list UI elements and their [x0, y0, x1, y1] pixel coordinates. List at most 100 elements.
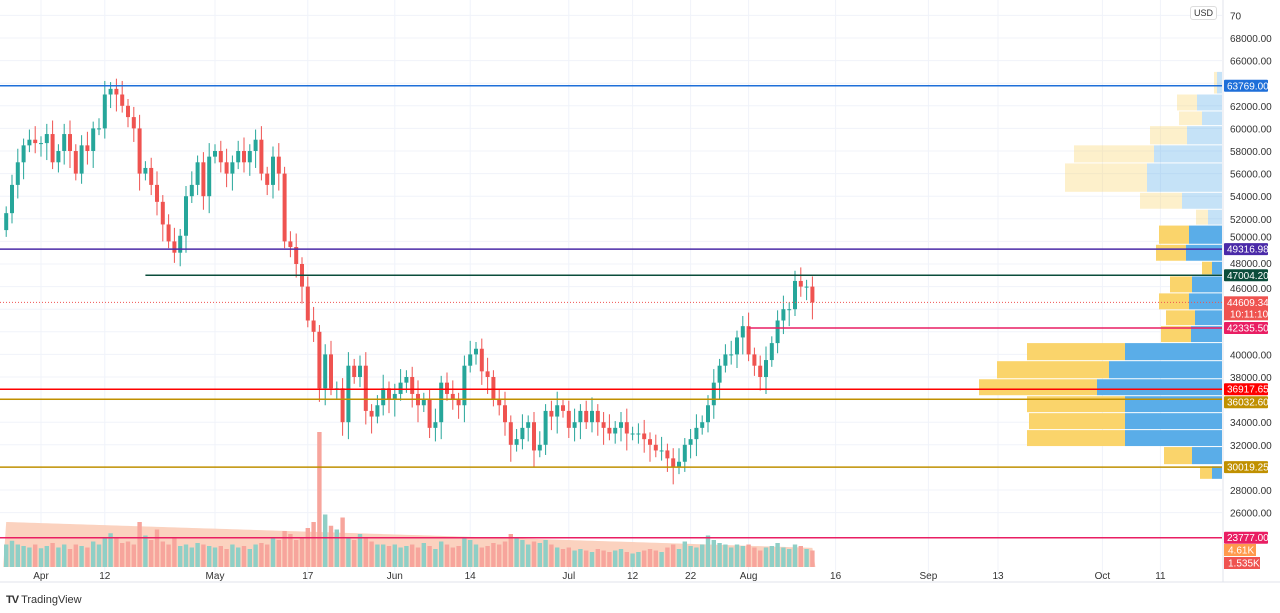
- volume-bar: [526, 544, 531, 567]
- volume-bar: [618, 549, 624, 567]
- volume-bar: [195, 543, 200, 567]
- candle-body: [439, 382, 444, 423]
- volume-bar: [584, 550, 589, 567]
- candle-body: [491, 377, 496, 400]
- candle-body: [485, 371, 490, 377]
- candle-body: [764, 360, 768, 377]
- current-price-tag-bg: [1224, 296, 1268, 321]
- volume-profile-bar-sell: [1170, 276, 1192, 293]
- volume-bar: [427, 546, 432, 567]
- time-axis-label: 12: [99, 571, 111, 582]
- volume-profile-bar-sell: [997, 361, 1109, 379]
- price-tick-label: 56000.00: [1230, 170, 1272, 181]
- volume-bar: [218, 546, 223, 567]
- candle-body: [213, 151, 217, 157]
- price-level-tag-bg: [1224, 322, 1268, 335]
- price-level-tag-text: 36917.65: [1227, 385, 1269, 396]
- volume-profile-bar-sell: [1156, 244, 1186, 261]
- candle-body: [462, 365, 467, 406]
- candle-body: [729, 354, 734, 356]
- time-axis-label: 13: [992, 571, 1004, 582]
- candle-body: [595, 410, 600, 423]
- volume-bar: [671, 544, 676, 567]
- candle-body: [27, 139, 32, 146]
- currency-badge[interactable]: USD: [1190, 6, 1218, 20]
- candle-body: [555, 405, 560, 417]
- candle-body: [56, 151, 61, 163]
- volume-bar: [659, 552, 664, 567]
- time-axis-label: 12: [627, 571, 639, 582]
- volume-profile-bar-sell: [1179, 111, 1202, 126]
- candle-body: [271, 156, 275, 185]
- candle-body: [450, 393, 455, 400]
- time-axis-label: Aug: [740, 571, 758, 582]
- price-tick-label: 70: [1230, 11, 1242, 22]
- candle-body: [44, 134, 49, 144]
- volume-bar: [73, 544, 78, 567]
- volume-bar: [178, 546, 183, 567]
- candle-body: [4, 213, 9, 231]
- price-level-tag-text: 47004.20: [1227, 271, 1269, 282]
- volume-bar: [508, 534, 513, 567]
- volume-profile-bar-buy: [1097, 379, 1222, 396]
- candle-body: [711, 382, 716, 406]
- candle-body: [126, 105, 130, 118]
- volume-bar: [421, 543, 426, 567]
- volume-bar: [589, 552, 595, 567]
- candle-body: [363, 365, 368, 411]
- candle-body: [642, 433, 647, 440]
- volume-bar: [758, 550, 763, 567]
- tradingview-logo[interactable]: TV TradingView: [6, 594, 82, 606]
- price-level-tag-bg: [1224, 243, 1268, 256]
- volume-bar: [555, 547, 560, 567]
- price-level-tag-bg: [1224, 269, 1268, 282]
- logo-text: TradingView: [21, 594, 82, 606]
- volume-bar: [334, 529, 339, 567]
- candle-body: [706, 405, 710, 423]
- volume-bar: [241, 546, 247, 567]
- time-axis-label: Sep: [920, 571, 938, 582]
- candle-body: [207, 156, 212, 197]
- candle-body: [775, 320, 780, 344]
- volume-profile-bar-buy: [1125, 343, 1222, 361]
- time-axis-label: 16: [830, 571, 842, 582]
- volume-bar: [607, 552, 612, 567]
- volume-bar: [560, 549, 566, 567]
- volume-bar: [456, 546, 461, 567]
- volume-bar: [415, 547, 421, 567]
- volume-bar: [33, 544, 38, 567]
- volume-value-tag: 1.535K: [1224, 557, 1260, 570]
- volume-bar: [346, 537, 351, 567]
- candle-body: [108, 88, 113, 95]
- volume-bar: [775, 543, 780, 567]
- volume-bar: [392, 544, 397, 567]
- price-level-tag-text: 30019.25: [1227, 463, 1269, 474]
- price-tick-label: 60000.00: [1230, 124, 1272, 135]
- volume-bar: [305, 528, 310, 567]
- volume-tag-text: 1.535K: [1228, 559, 1260, 570]
- volume-bar: [566, 547, 571, 567]
- tradingview-logo-icon: TV: [6, 594, 19, 606]
- volume-profile-bar-buy: [1125, 396, 1222, 413]
- volume-bar: [444, 544, 450, 567]
- candle-body: [15, 162, 20, 185]
- time-axis-label: Apr: [33, 571, 49, 582]
- candle-body: [648, 439, 652, 445]
- price-tick-label: 46000.00: [1230, 284, 1272, 295]
- volume-bar: [514, 537, 519, 567]
- volume-profile-bar-buy: [1109, 361, 1222, 379]
- volume-bar: [67, 549, 73, 567]
- volume-bar: [468, 540, 473, 567]
- volume-profile-bar-sell: [1166, 310, 1195, 326]
- volume-profile-bar-sell: [1159, 225, 1189, 244]
- volume-bar: [723, 544, 728, 567]
- volume-bar: [44, 546, 49, 567]
- volume-profile-bar-sell: [1027, 396, 1125, 413]
- candle-body: [497, 399, 502, 406]
- volume-bar: [624, 552, 629, 567]
- volume-profile-bar-sell: [1029, 413, 1125, 430]
- volume-bar: [352, 540, 357, 567]
- volume-bar: [601, 550, 606, 567]
- volume-profile-bar-buy: [1125, 413, 1222, 430]
